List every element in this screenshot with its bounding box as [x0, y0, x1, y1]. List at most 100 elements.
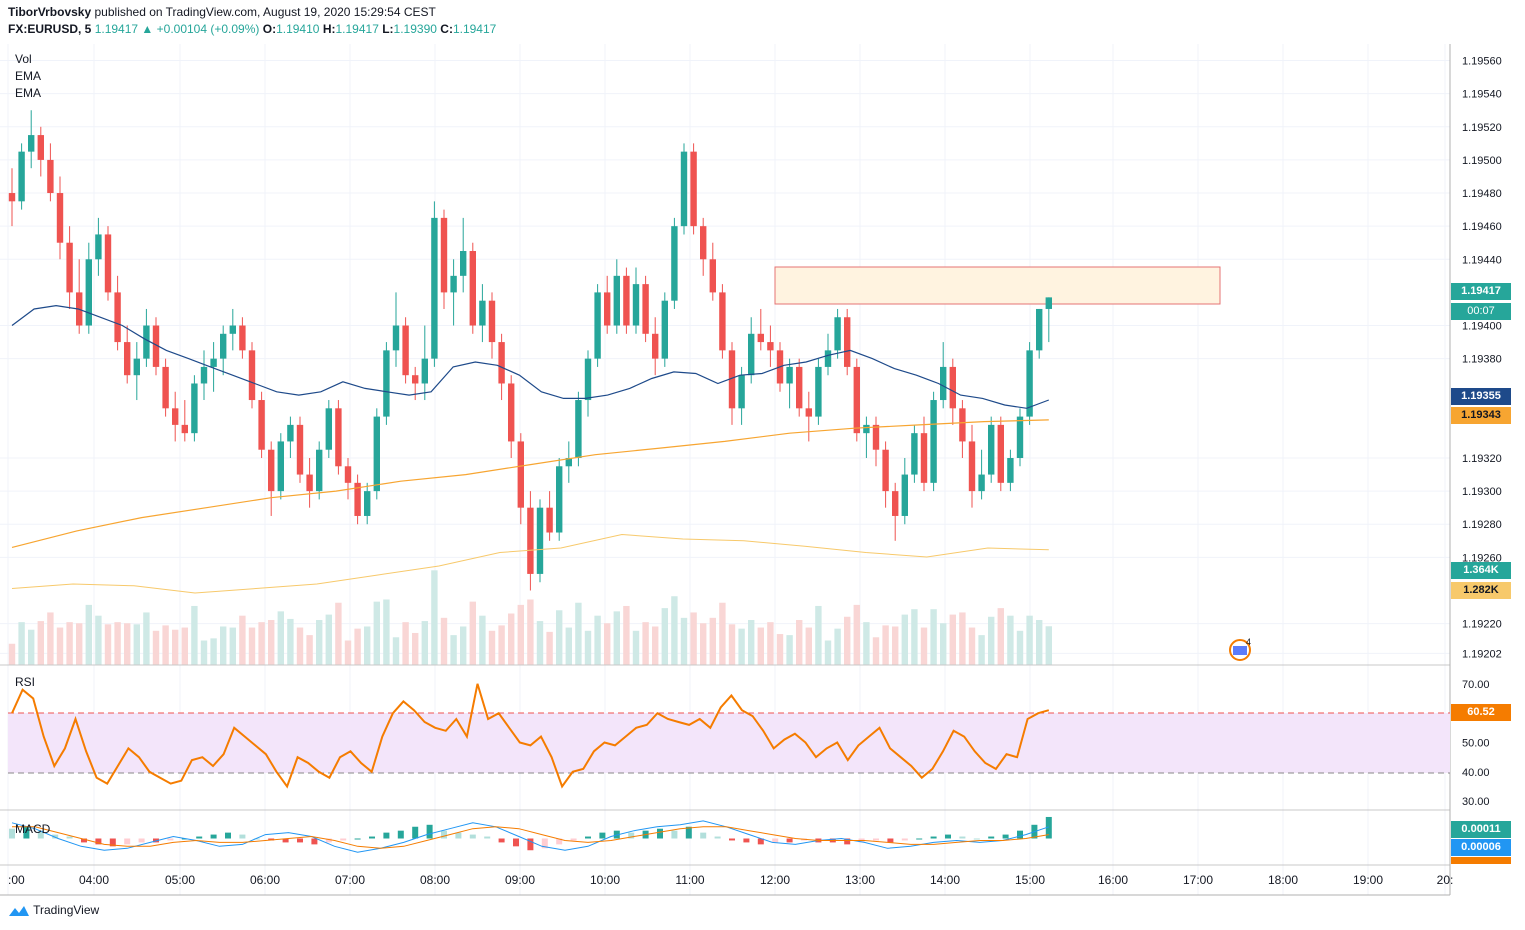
- ema2-label[interactable]: EMA: [15, 86, 42, 100]
- macd-hist-bar: [210, 834, 217, 839]
- macd-hist-bar: [225, 832, 231, 839]
- time-tick-label: 18:00: [1268, 873, 1298, 887]
- price-tick-label: 1.19280: [1462, 519, 1502, 531]
- volume-bar: [920, 627, 928, 665]
- macd-hist-bar: [556, 838, 563, 845]
- candle-body: [546, 507, 553, 533]
- macd-hist-bar: [743, 838, 750, 843]
- tradingview-footer[interactable]: TradingView: [8, 903, 99, 918]
- volume-bar: [1016, 630, 1024, 665]
- macd-hist-bar: [959, 836, 966, 839]
- volume-bar: [469, 601, 476, 665]
- publisher-name[interactable]: TiborVrbovsky: [8, 5, 92, 19]
- macd-hist-bar: [397, 830, 404, 839]
- price-tick-label: 1.19560: [1462, 56, 1502, 68]
- macd-hist-bar: [628, 832, 635, 839]
- price-tick-label: 1.19220: [1462, 619, 1502, 631]
- volume-bar: [316, 620, 323, 665]
- candle-body: [488, 300, 496, 343]
- time-tick-label: 20:: [1437, 873, 1454, 887]
- candle-body: [114, 292, 121, 343]
- macd-hist-bar: [354, 838, 361, 840]
- volume-bar: [623, 605, 630, 665]
- macd-hist-bar: [700, 832, 707, 839]
- rsi-label[interactable]: RSI: [15, 675, 36, 689]
- candle-body: [613, 275, 620, 326]
- ema1-label[interactable]: EMA: [15, 69, 42, 83]
- volume-bar: [306, 635, 313, 665]
- candle-body: [124, 342, 131, 376]
- candle-body: [200, 366, 208, 384]
- volume-bar: [786, 635, 793, 665]
- volume-bar: [776, 634, 784, 665]
- volume-bar: [104, 624, 112, 665]
- macd-hist-bar: [1017, 830, 1023, 839]
- macd-hist-bar: [498, 838, 505, 843]
- macd-hist-bar: [282, 838, 289, 843]
- volume-bar: [882, 625, 889, 665]
- macd-hist-bar: [196, 836, 203, 839]
- rsi-tick-label: 50.00: [1462, 738, 1490, 750]
- macd-hist-box: 0.00011: [1451, 821, 1511, 838]
- candle-body: [536, 507, 544, 574]
- candle-body: [661, 300, 668, 359]
- candle-body: [930, 400, 937, 483]
- volume-bar: [335, 602, 342, 665]
- vol-label[interactable]: Vol: [15, 52, 32, 66]
- economic-event-icon[interactable]: 4: [1229, 637, 1251, 661]
- candle-body: [815, 366, 822, 417]
- macd-hist-bar: [945, 834, 951, 839]
- candle-body: [248, 350, 256, 401]
- price-tick-label: 1.19480: [1462, 188, 1502, 200]
- volume-bar: [344, 640, 352, 665]
- macd-hist-bar: [916, 838, 923, 840]
- price-tick-label: 1.19320: [1462, 453, 1502, 465]
- macd-hist-bar: [786, 838, 793, 843]
- candle-body: [594, 292, 601, 359]
- volume-bar: [661, 608, 668, 665]
- volume-bar: [632, 630, 640, 665]
- volume-bar: [325, 614, 332, 665]
- volume-bar: [440, 617, 448, 665]
- low-value: 1.19390: [393, 22, 437, 36]
- candle-body: [277, 441, 284, 492]
- time-tick-label: 04:00: [79, 873, 109, 887]
- ema-slow-box: 1.19343: [1451, 407, 1511, 424]
- rsi-tick-label: 30.00: [1462, 796, 1490, 808]
- candle-body: [565, 458, 572, 467]
- price-tick-label: 1.19380: [1462, 354, 1502, 366]
- time-tick-label: 13:00: [845, 873, 875, 887]
- volume-bar: [8, 643, 16, 665]
- candle-body: [632, 284, 640, 326]
- macd-signal-line: [12, 826, 1049, 849]
- candle-body: [239, 325, 246, 351]
- macd-label[interactable]: MACD: [15, 822, 51, 836]
- time-tick-label: 05:00: [165, 873, 195, 887]
- open-value: 1.19410: [276, 22, 320, 36]
- volume-bar: [901, 614, 908, 665]
- volume-bar: [978, 635, 985, 665]
- volume-bar: [911, 609, 918, 665]
- candle-body: [95, 234, 102, 260]
- countdown-box: 00:07: [1451, 303, 1511, 320]
- volume-bar: [652, 626, 659, 665]
- publish-header: TiborVrbovsky published on TradingView.c…: [8, 5, 436, 19]
- macd-hist-bar: [671, 830, 678, 839]
- volume-bar: [268, 620, 275, 665]
- candle-body: [882, 449, 889, 492]
- candle-body: [440, 217, 448, 293]
- macd-hist-bar: [253, 838, 260, 840]
- volume-bar: [536, 621, 544, 665]
- macd-hist-bar: [167, 838, 174, 841]
- symbol-name[interactable]: FX:EURUSD, 5: [8, 22, 92, 36]
- volume-bar: [383, 599, 390, 665]
- volume-bar: [277, 611, 284, 665]
- price-tick-label: 1.19440: [1462, 254, 1502, 266]
- volume-bar: [364, 626, 371, 665]
- macd-hist-bar: [66, 836, 73, 839]
- candle-body: [1036, 308, 1043, 351]
- candle-body: [901, 474, 908, 516]
- rsi-tick-label: 70.00: [1462, 679, 1490, 691]
- candle-body: [844, 317, 851, 367]
